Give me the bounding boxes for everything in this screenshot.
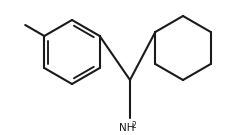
Text: NH: NH bbox=[119, 123, 134, 133]
Text: 2: 2 bbox=[132, 121, 137, 130]
